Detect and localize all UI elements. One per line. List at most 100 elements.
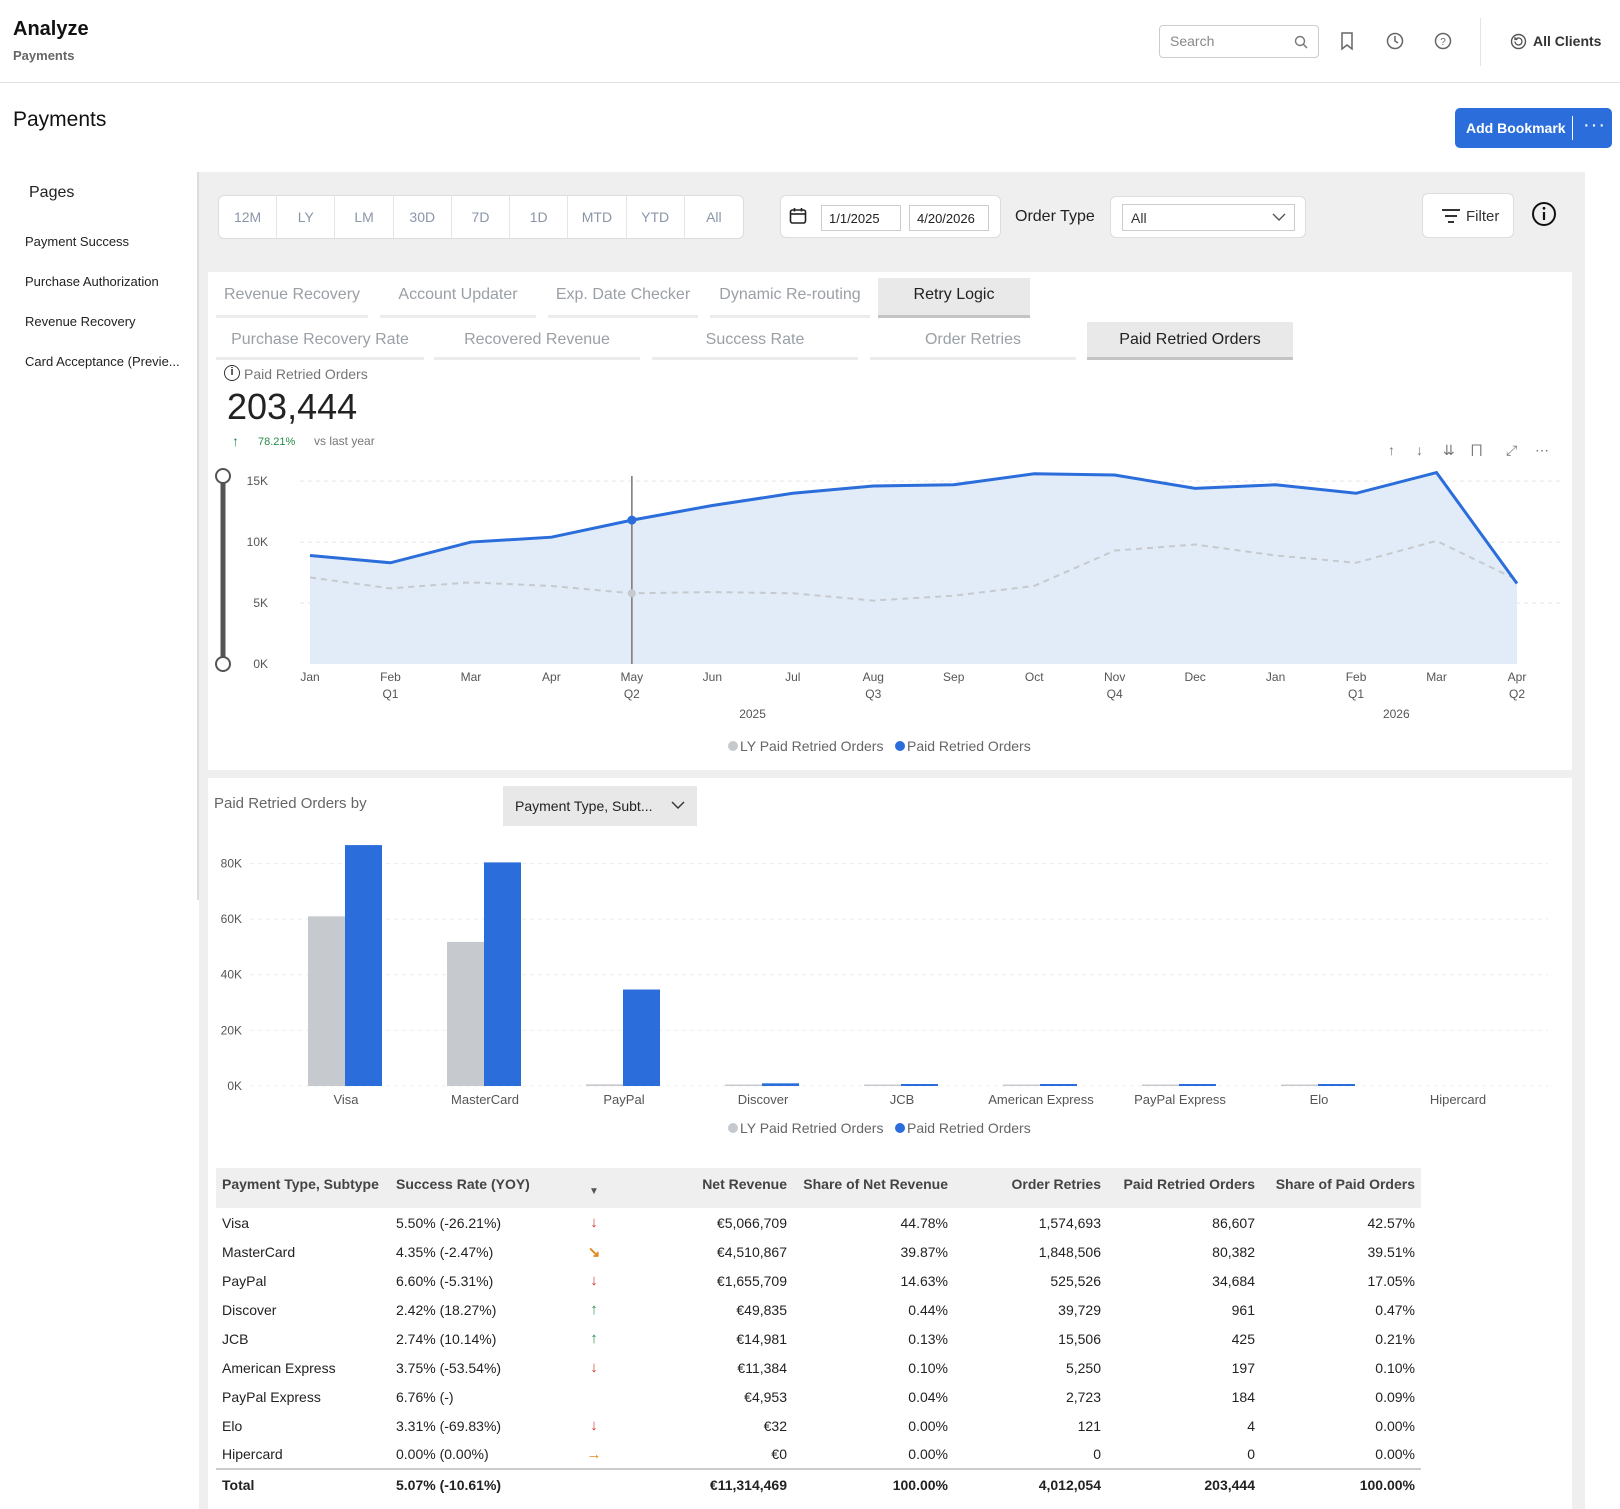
cell-share-net-revenue: 39.87% — [900, 1243, 948, 1260]
cell-net-revenue: €5,066,709 — [716, 1214, 787, 1231]
kpi-comparison: vs last year — [314, 434, 375, 448]
x-tick-label: Feb — [1346, 670, 1367, 684]
table-row[interactable]: American Express 3.75% (-53.54%) ↓ €11,384 0… — [216, 1353, 1421, 1382]
sidebar-item-purchase-authorization[interactable]: Purchase Authorization — [25, 274, 159, 289]
arrow-down-icon: ↓ — [590, 1417, 598, 1434]
period-12m[interactable]: 12M — [219, 196, 278, 238]
tab-account-updater[interactable]: Account Updater — [380, 278, 536, 318]
x-tick-label: Dec — [1184, 670, 1205, 684]
cell-net-revenue: €49,835 — [736, 1301, 787, 1318]
table-row[interactable]: Discover 2.42% (18.27%) ↑ €49,835 0.44% 39,72… — [216, 1295, 1421, 1324]
top-bar: Analyze Payments Search ? All Clients — [0, 0, 1620, 83]
bookmark-icon[interactable] — [1336, 30, 1358, 52]
search-input[interactable]: Search — [1159, 25, 1319, 58]
cell-share-net-revenue: 0.00% — [908, 1417, 948, 1434]
table-row[interactable]: Visa 5.50% (-26.21%) ↓ €5,066,709 44.78% 1,57… — [216, 1208, 1421, 1237]
x-tick-label: Jun — [703, 670, 722, 684]
period-ytd[interactable]: YTD — [627, 196, 685, 238]
drill-down-icon[interactable]: ⇊ — [1443, 442, 1455, 458]
filter-button[interactable]: Filter — [1422, 193, 1514, 238]
sort-desc-icon[interactable]: ▼ — [575, 1168, 613, 1208]
button-divider — [1572, 116, 1573, 140]
col-net-revenue[interactable]: Net Revenue — [613, 1168, 793, 1208]
table-row[interactable]: JCB 2.74% (10.14%) ↑ €14,981 0.13% 15,506 425 0… — [216, 1324, 1421, 1353]
col-share-net-revenue[interactable]: Share of Net Revenue — [793, 1168, 954, 1208]
col-payment-type[interactable]: Payment Type, Subtype — [216, 1168, 390, 1208]
x-tick-label: May — [621, 670, 644, 684]
table-row[interactable]: PayPal 6.60% (-5.31%) ↓ €1,655,709 14.63% 525… — [216, 1266, 1421, 1295]
col-order-retries[interactable]: Order Retries — [954, 1168, 1107, 1208]
period-ly[interactable]: LY — [277, 196, 336, 238]
sidebar-scrollbar[interactable] — [197, 172, 199, 900]
legend-label-current: Paid Retried Orders — [907, 738, 1031, 754]
history-icon[interactable] — [1384, 30, 1406, 52]
cell-success-rate: 6.60% (-5.31%) — [396, 1272, 494, 1289]
more-options-icon[interactable]: ⋯ — [1535, 442, 1549, 458]
sidebar-item-payment-success[interactable]: Payment Success — [25, 234, 130, 249]
tab-paid-retried-orders[interactable]: Paid Retried Orders — [1087, 322, 1293, 360]
cell-success-rate: 2.42% (18.27%) — [396, 1301, 497, 1318]
cell-net-revenue: €0 — [771, 1446, 787, 1462]
kpi-label: Paid Retried Orders — [244, 366, 368, 382]
x-category-label: Hipercard — [1430, 1092, 1486, 1107]
app-section[interactable]: Payments — [13, 48, 75, 63]
table-row[interactable]: Elo 3.31% (-69.83%) ↓ €32 0.00% 121 4 0.00% — [216, 1411, 1421, 1440]
all-clients-button[interactable]: All Clients — [1533, 33, 1602, 49]
period-30d[interactable]: 30D — [394, 196, 452, 238]
cell-order-retries: 0 — [1093, 1446, 1101, 1462]
order-type-dropdown[interactable]: All — [1110, 196, 1306, 238]
tab-revenue-recovery[interactable]: Revenue Recovery — [216, 278, 368, 318]
date-to-input[interactable]: 4/20/2026 — [909, 205, 989, 231]
calendar-icon[interactable] — [788, 206, 808, 226]
period-7d[interactable]: 7D — [452, 196, 511, 238]
sidebar-item-revenue-recovery[interactable]: Revenue Recovery — [25, 314, 136, 329]
help-icon[interactable]: ? — [1432, 30, 1454, 52]
x-quarter-label: Q2 — [624, 687, 640, 701]
col-success-rate[interactable]: Success Rate (YOY) — [390, 1168, 575, 1208]
y-tick-label: 40K — [221, 968, 242, 982]
y-tick-label: 0K — [227, 1079, 242, 1093]
col-share-paid-orders[interactable]: Share of Paid Orders — [1261, 1168, 1421, 1208]
period-1d[interactable]: 1D — [510, 196, 569, 238]
tab-purchase-recovery-rate[interactable]: Purchase Recovery Rate — [216, 322, 424, 360]
tab-exp-date-checker[interactable]: Exp. Date Checker — [548, 278, 698, 318]
add-bookmark-button[interactable]: Add Bookmark ··· — [1455, 108, 1612, 148]
sidebar-item-card-acceptance[interactable]: Card Acceptance (Previe... — [25, 354, 180, 369]
period-selector: 12M LY LM 30D 7D 1D MTD YTD All — [218, 195, 744, 239]
x-quarter-label: Q3 — [865, 687, 881, 701]
period-all[interactable]: All — [706, 209, 722, 225]
x-tick-label: Nov — [1104, 670, 1125, 684]
tab-dynamic-rerouting[interactable]: Dynamic Re-routing — [710, 278, 870, 318]
bar-chart: 0K 20K 40K 60K 80K Visa MasterCard PayPal Discov… — [221, 845, 1548, 1136]
bar-ly-2 — [586, 1084, 623, 1086]
col-paid-retried-orders[interactable]: Paid Retried Orders — [1107, 1168, 1261, 1208]
tab-retry-logic[interactable]: Retry Logic — [878, 278, 1030, 318]
bar-current-5 — [1040, 1084, 1077, 1086]
table-row[interactable]: MasterCard 4.35% (-2.47%) ↘ €4,510,867 39.87… — [216, 1237, 1421, 1266]
date-from-input[interactable]: 1/1/2025 — [821, 205, 901, 231]
table-row[interactable]: Hipercard 0.00% (0.00%) → €0 0.00% 0 0 0.00% — [216, 1440, 1421, 1469]
order-type-select[interactable]: All — [1122, 204, 1295, 231]
arrow-down-icon[interactable]: ↓ — [1416, 442, 1423, 458]
expand-hierarchy-icon[interactable]: ⨅ — [1471, 442, 1483, 458]
more-options-icon[interactable]: ··· — [1583, 114, 1606, 136]
tab-recovered-revenue[interactable]: Recovered Revenue — [434, 322, 640, 360]
period-mtd[interactable]: MTD — [568, 196, 627, 238]
cell-share-net-revenue: 0.10% — [908, 1359, 948, 1376]
arrow-up-icon[interactable]: ↑ — [1388, 442, 1395, 458]
breakdown-title: Paid Retried Orders by — [214, 795, 367, 812]
period-lm[interactable]: LM — [335, 196, 394, 238]
table-header-row: Payment Type, Subtype Success Rate (YOY)… — [216, 1168, 1421, 1208]
kpi-info-icon[interactable]: i — [224, 365, 240, 381]
series-area-paid-retried-orders — [310, 472, 1517, 664]
tab-success-rate[interactable]: Success Rate — [652, 322, 858, 360]
bar-current-6 — [1179, 1084, 1216, 1086]
focus-mode-icon[interactable]: ⤢ — [1506, 442, 1518, 458]
cell-net-revenue: €4,510,867 — [716, 1243, 787, 1260]
breakdown-dropdown[interactable]: Payment Type, Subt... — [503, 786, 697, 826]
breakdown-dropdown-value: Payment Type, Subt... — [515, 798, 653, 814]
tab-order-retries[interactable]: Order Retries — [870, 322, 1076, 360]
table-row[interactable]: PayPal Express 6.76% (-) €4,953 0.04% 2,723 1… — [216, 1382, 1421, 1411]
info-icon[interactable] — [1530, 200, 1558, 228]
x-tick-label: Oct — [1025, 670, 1044, 684]
